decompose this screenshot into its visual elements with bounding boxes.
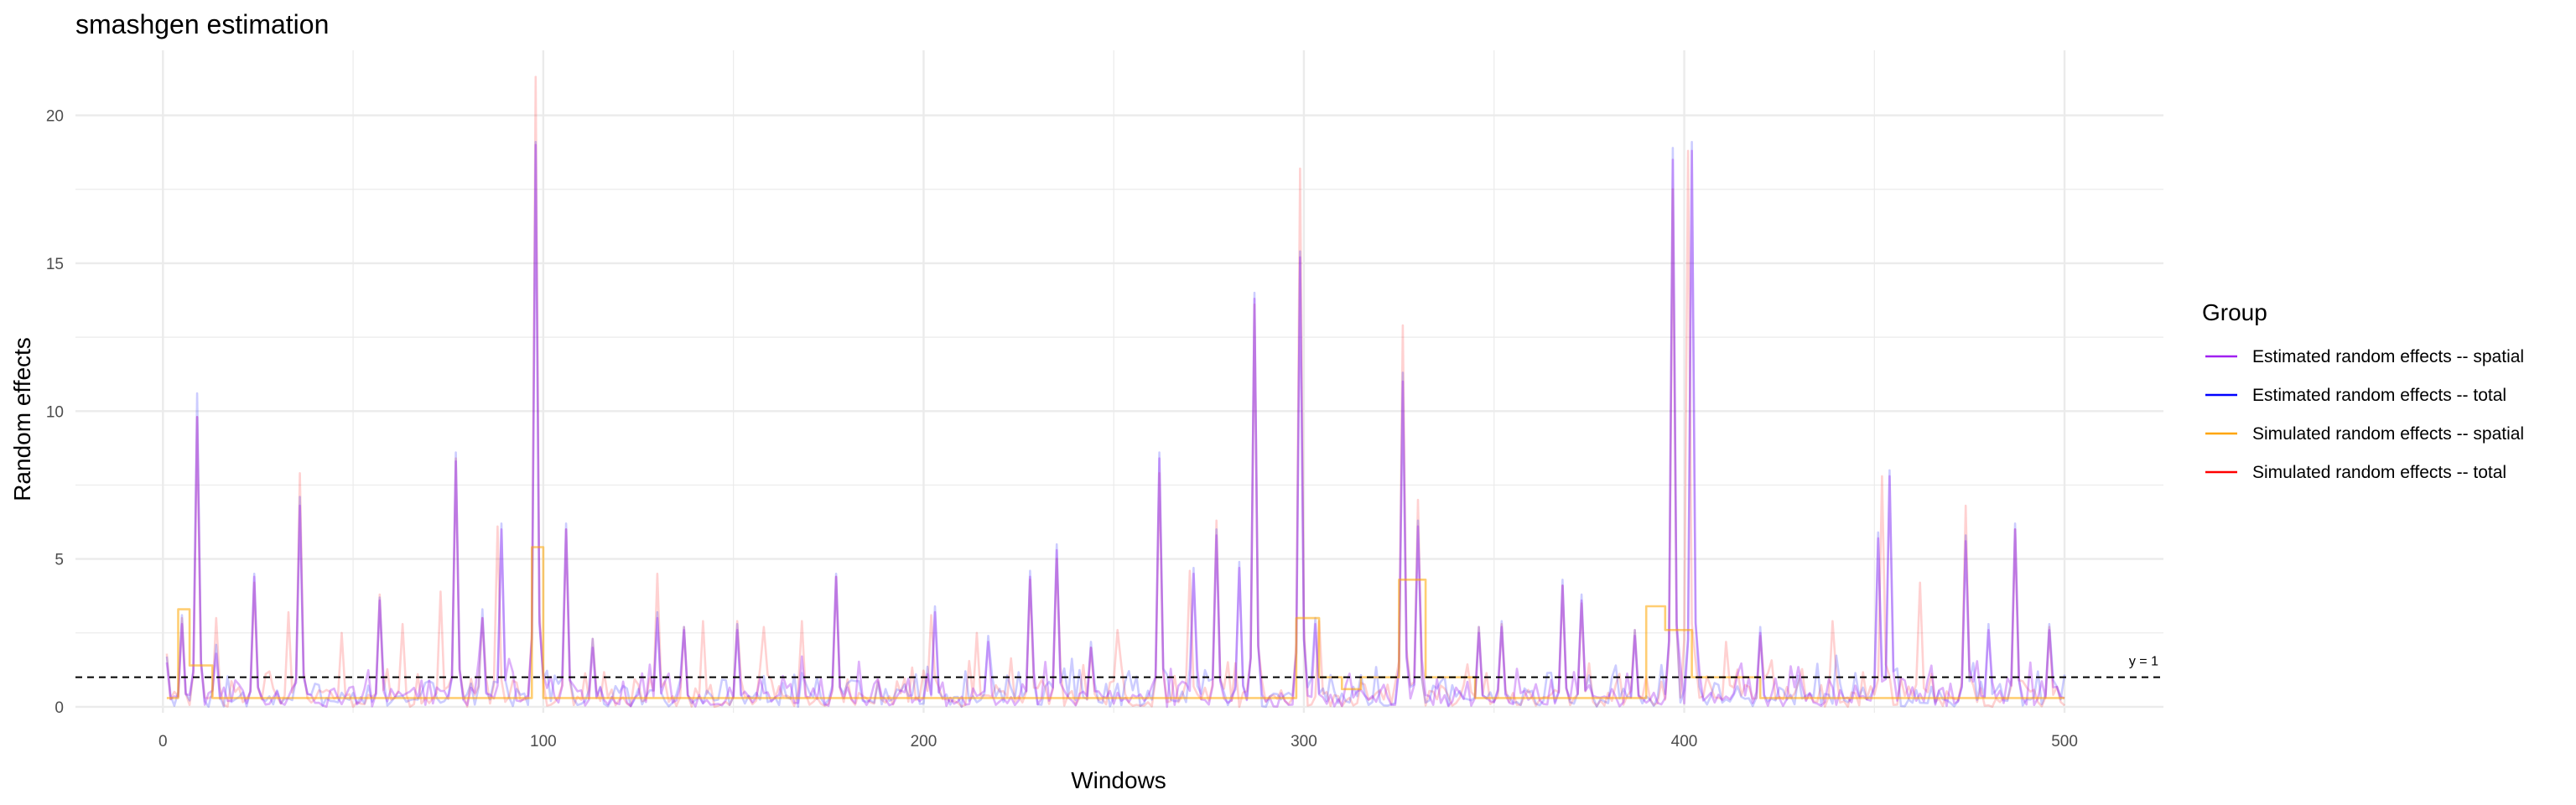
y-tick-label: 0 xyxy=(55,699,64,717)
chart-title: smashgen estimation xyxy=(75,9,329,39)
x-tick-label: 200 xyxy=(911,733,937,750)
gridlines xyxy=(75,50,2163,713)
legend: Group Estimated random effects -- spatia… xyxy=(2202,299,2524,482)
axes: 0 100 200 300 400 500 0 5 10 15 20 xyxy=(46,108,2078,750)
x-tick-label: 0 xyxy=(158,733,168,750)
x-tick-label: 500 xyxy=(2051,733,2078,750)
x-tick-label: 100 xyxy=(530,733,557,750)
legend-label: Simulated random effects -- spatial xyxy=(2252,424,2524,444)
legend-title: Group xyxy=(2202,299,2267,325)
series-line-estimated-random-effects-total xyxy=(165,141,2066,709)
series-layer xyxy=(165,75,2066,709)
series-line-estimated-random-effects-spatial xyxy=(165,143,2065,709)
series-line-simulated-random-effects-spatial xyxy=(166,546,2065,699)
y-tick-label: 5 xyxy=(55,552,64,569)
legend-label: Estimated random effects -- spatial xyxy=(2252,347,2524,366)
legend-label: Simulated random effects -- total xyxy=(2252,463,2506,482)
reference-line-label: y = 1 xyxy=(2129,655,2158,669)
y-tick-label: 10 xyxy=(46,403,64,421)
x-tick-label: 400 xyxy=(1671,733,1698,750)
x-tick-label: 300 xyxy=(1291,733,1317,750)
y-axis-title: Random effects xyxy=(9,337,35,501)
x-axis-title: Windows xyxy=(1071,767,1166,793)
y-tick-label: 15 xyxy=(46,256,64,273)
series-line-simulated-random-effects-total xyxy=(165,75,2065,709)
reference-line: y = 1 xyxy=(75,655,2163,678)
y-tick-label: 20 xyxy=(46,108,64,126)
legend-label: Estimated random effects -- total xyxy=(2252,386,2506,405)
